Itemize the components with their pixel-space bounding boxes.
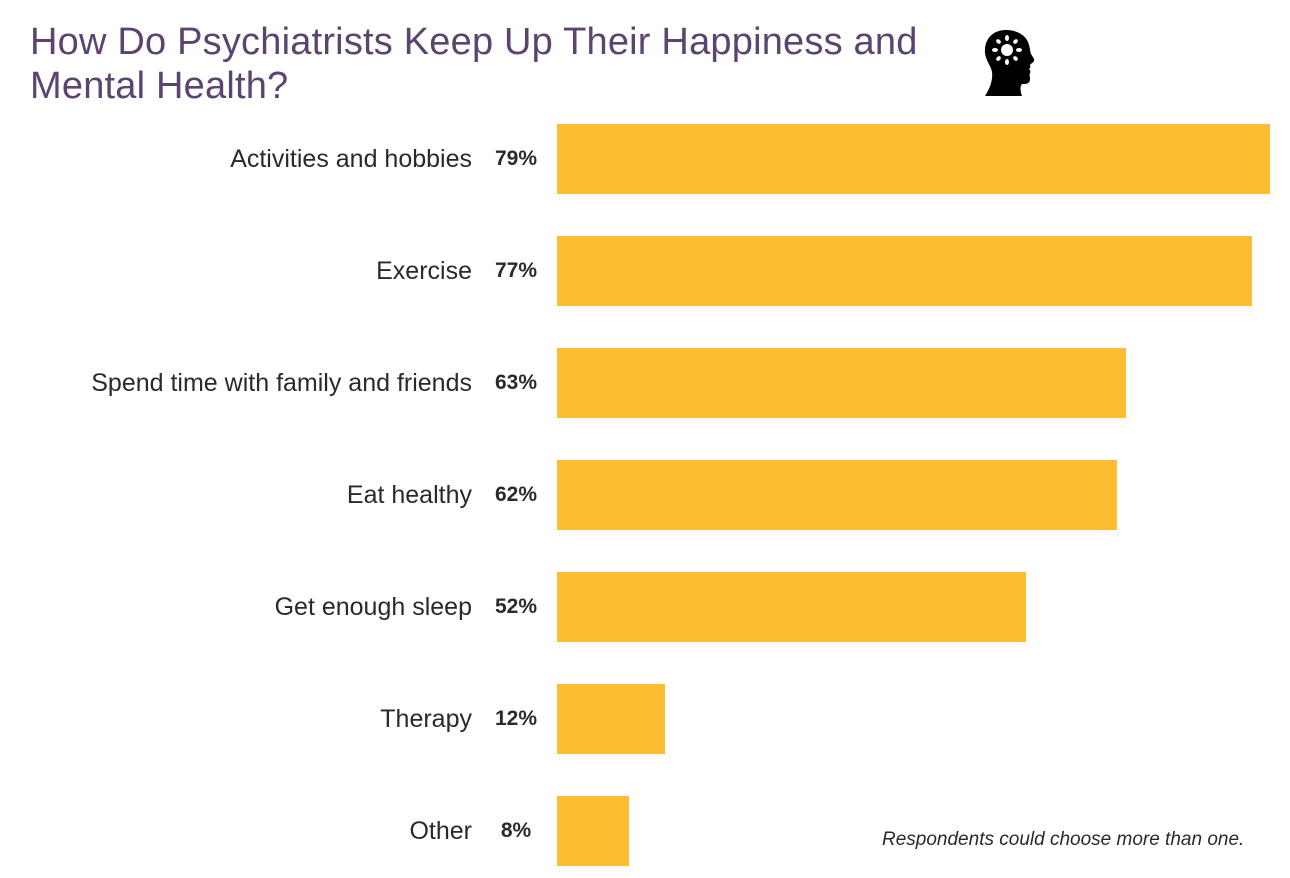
head-with-sun-icon [984,30,1035,96]
value-label: 12% [494,707,538,730]
category-label: Other [409,817,472,845]
value-label: 52% [494,595,538,618]
category-label: Eat healthy [346,481,472,509]
footnote: Respondents could choose more than one. [882,829,1245,850]
bar-row-therapy: Therapy 12% [0,684,1290,754]
bar-row-other: Other 8% [0,796,1290,866]
bar [557,348,1126,418]
value-label: 62% [494,483,538,506]
value-label: 8% [500,819,532,842]
value-label: 63% [494,371,538,394]
bar [557,572,1027,642]
category-label: Get enough sleep [274,593,472,621]
bar-row-get-enough-sleep: Get enough sleep 52% [0,572,1290,642]
bar [557,684,666,754]
category-label: Exercise [376,257,472,285]
bar-row-exercise: Exercise 77% [0,236,1290,306]
bar-row-family-and-friends: Spend time with family and friends 63% [0,348,1290,418]
category-label: Activities and hobbies [230,145,472,173]
bar [557,460,1117,530]
value-label: 77% [494,259,538,282]
chart-title: How Do Psychiatrists Keep Up Their Happi… [30,21,918,107]
category-label: Therapy [380,705,472,733]
category-label: Spend time with family and friends [91,369,472,397]
value-label: 79% [494,147,538,170]
bar [557,124,1270,194]
bar [557,236,1252,306]
bar-row-activities-and-hobbies: Activities and hobbies 79% [0,124,1290,194]
bar-row-eat-healthy: Eat healthy 62% [0,460,1290,530]
bar [557,796,630,866]
